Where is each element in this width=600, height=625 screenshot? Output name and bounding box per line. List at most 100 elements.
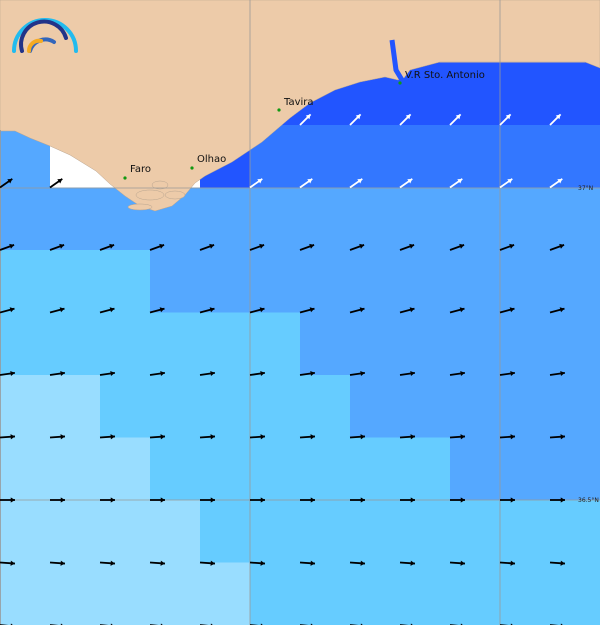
wave-arrow [349,178,363,189]
wave-arrow [49,307,65,314]
wave-arrow [499,243,515,251]
wave-arrow [299,243,315,251]
wave-cell [200,562,251,625]
wave-cell [200,375,251,438]
wave-cell [50,500,101,563]
wave-arrow [549,370,565,377]
wave-arrow [250,497,265,503]
wave-arrow [449,307,465,314]
wave-arrow [0,243,15,251]
wave-cell [100,437,151,501]
wave-arrow [99,370,115,377]
wave-arrow [549,178,563,189]
wave-arrow [49,434,66,440]
wave-cell [250,312,301,376]
wave-cell [400,562,451,625]
wave-cell [150,500,201,563]
wave-arrow [249,243,265,251]
wave-cell [350,125,401,188]
wave-arrow [49,560,66,566]
wave-arrow [199,307,215,314]
wave-arrow [149,370,165,377]
wave-cell [350,250,401,313]
wave-cell [450,562,501,625]
wave-cell [500,125,551,188]
wave-cell [100,250,151,313]
wave-cell [300,562,351,625]
wave-cell [550,375,600,438]
wave-arrow [199,434,216,440]
wave-arrow [199,560,216,566]
wave-cell [300,312,351,376]
city-markers: Faro Olhao Tavira V.R Sto. Antonio [123,70,485,180]
wave-arrow [449,560,466,566]
wave-arrow [549,434,566,440]
wave-arrow [249,370,265,377]
wave-cell [0,187,51,251]
wave-cell [500,562,551,625]
wave-cell [250,187,301,251]
lagoon-island [151,180,169,190]
wave-arrow [499,307,515,314]
wave-arrow [449,113,462,126]
city-label: Faro [130,164,151,175]
wave-cell [0,562,51,625]
wave-cell [350,500,401,563]
wave-cell [400,437,451,501]
wave-cell [0,437,51,501]
wave-arrow [99,434,116,440]
wave-arrow [199,370,215,377]
wave-cell [550,250,600,313]
wave-arrow [50,497,65,503]
wave-arrow [0,370,15,377]
wave-cell [400,500,451,563]
wave-cell [200,187,251,251]
wave-cell [50,562,101,625]
wave-cell [200,312,251,376]
wave-arrow [399,560,416,566]
wave-arrow [399,370,415,377]
wave-cell [350,375,401,438]
wave-arrow [449,243,465,251]
wave-cell [400,312,451,376]
wave-cell [500,250,551,313]
wave-arrow [300,497,315,503]
wave-arrow [449,370,465,377]
wave-arrow [349,243,365,251]
wave-cell [500,312,551,376]
wave-arrow [299,370,315,377]
wave-arrow [249,560,266,566]
wave-arrow [200,497,215,503]
wave-cell [450,125,501,188]
wave-arrow [549,113,562,126]
wave-arrow [299,113,312,126]
wave-arrow [149,243,165,251]
lagoon-island [135,189,165,201]
wave-arrow [149,434,166,440]
wave-arrow [49,243,65,251]
wave-arrow [99,307,115,314]
wave-arrow [299,178,313,189]
wave-cell [200,250,251,313]
wave-cell [100,562,151,625]
wave-arrow [249,434,266,440]
wave-cell [250,375,301,438]
wave-cell [450,312,501,376]
lat-label-36-5: 36.5°N [578,497,599,504]
wave-arrow [549,307,565,314]
wave-arrow [299,434,316,440]
wave-arrow [349,113,362,126]
wave-arrow [0,307,15,314]
wave-arrow [499,560,516,566]
wave-cell [300,125,351,188]
wave-cell [50,250,101,313]
wave-arrow [150,497,165,503]
wave-arrow [0,178,13,189]
wave-cell [150,375,201,438]
wave-arrow [0,497,15,503]
wave-cell [550,562,600,625]
wave-cell [0,375,51,438]
lat-label-37: 37°N [578,185,593,192]
wave-arrow [399,434,416,440]
